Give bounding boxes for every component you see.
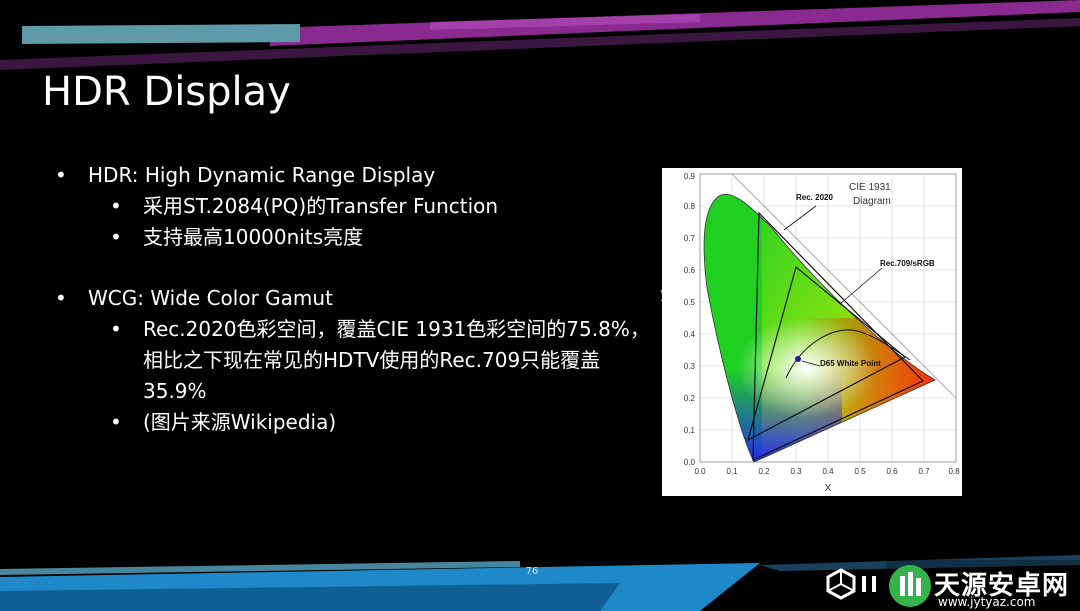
x-tick: 0.1 [726,467,738,476]
x-tick: 0.5 [854,467,866,476]
x-tick: 0.6 [886,467,898,476]
sub-bullet-nits: • 支持最高10000nits亮度 [55,222,655,253]
rec709-label: Rec.709/sRGB [880,259,935,268]
y-tick: 0.8 [684,202,696,211]
x-axis-ticks: 0.0 0.1 0.2 0.3 0.4 0.5 0.6 0.7 0.8 [694,467,960,476]
y-axis-ticks: 0.0 0.1 0.2 0.3 0.4 0.5 0.6 0.7 0.8 0.9 [684,172,696,467]
watermark-logo [886,560,1080,611]
sub-bullet-source: • (图片来源Wikipedia) [55,407,655,438]
watermark-site-name: 天源安卓网 [934,571,1070,601]
sub-bullet-nits-text: 支持最高10000nits亮度 [143,225,364,249]
bullet-dot: • [110,225,122,249]
x-tick: 0.4 [822,467,834,476]
top-decorative-band [0,0,1080,70]
bullet-dot: • [55,286,67,310]
bullet-dot: • [110,317,122,341]
unity-logo-icon [826,568,876,600]
y-tick: 0.5 [684,298,696,307]
y-tick: 0.9 [684,172,696,181]
bottom-decorative-band [0,555,1080,611]
sub-bullet-source-text: (图片来源Wikipedia) [143,410,337,434]
rec2020-label: Rec. 2020 [796,193,833,202]
cie-diagram-svg: CIE 1931 Diagram Rec. 2020 Rec.709/sRGB … [684,172,960,494]
d65-label: D65 White Point [820,359,881,368]
sub-bullet-rec2020-text: Rec.2020色彩空间，覆盖CIE 1931色彩空间的75.8%，相比之下现在… [143,317,650,403]
y-tick: 0.6 [684,266,696,275]
y-tick: 0.1 [684,426,696,435]
y-tick: 0.3 [684,362,696,371]
cie-title-line1: CIE 1931 [849,182,891,193]
d65-point [795,356,801,362]
x-tick: 0.8 [948,467,960,476]
bullet-hdr: • HDR: High Dynamic Range Display [55,160,655,191]
rec709-triangle [747,265,907,442]
y-tick: 0.7 [684,234,696,243]
y-tick: 0.4 [684,330,696,339]
sub-bullet-pq: • 采用ST.2084(PQ)的Transfer Function [55,191,655,222]
x-tick: 0.3 [790,467,802,476]
bullet-dot: • [55,163,67,187]
bullet-hdr-text: HDR: High Dynamic Range Display [88,163,436,187]
watermark-site-url: www.jytyaz.com [938,595,1036,609]
x-tick: 0.0 [694,467,706,476]
sub-bullet-pq-text: 采用ST.2084(PQ)的Transfer Function [143,194,499,218]
y-tick: 0.0 [684,458,696,467]
sub-bullet-rec2020: • Rec.2020色彩空间，覆盖CIE 1931色彩空间的75.8%，相比之下… [55,314,655,407]
bullet-dot: • [110,194,122,218]
x-tick: 0.7 [918,467,930,476]
x-tick: 0.2 [758,467,770,476]
bullet-wcg-text: WCG: Wide Color Gamut [88,286,333,310]
y-tick: 0.2 [684,394,696,403]
cie-title-line2: Diagram [853,196,891,207]
slide-title: HDR Display [42,69,291,115]
bullet-dot: • [110,410,122,434]
bullet-list: • HDR: High Dynamic Range Display • 采用ST… [55,160,655,438]
cie-diagram-image: CIE 1931 Diagram Rec. 2020 Rec.709/sRGB … [662,168,962,496]
page-number: 76 [525,566,539,577]
rec2020-triangle [752,211,925,461]
bullet-wcg: • WCG: Wide Color Gamut [55,283,655,314]
x-axis-label: X [825,483,832,494]
